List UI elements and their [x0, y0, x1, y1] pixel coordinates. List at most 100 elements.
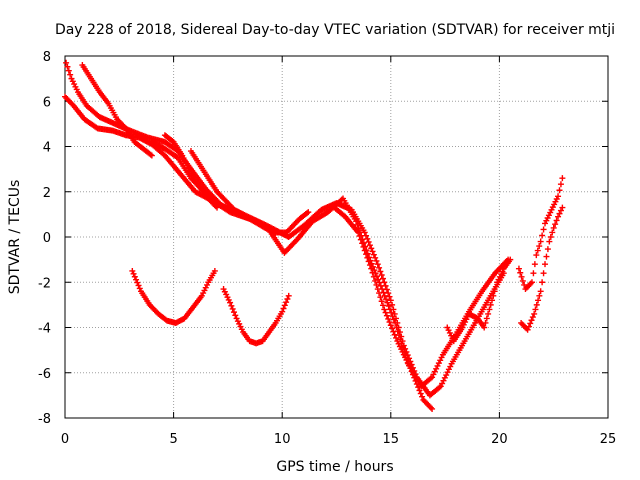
y-tick-label: 8: [43, 50, 51, 65]
data-point: [491, 288, 498, 295]
data-point: [384, 299, 391, 306]
data-point: [385, 303, 392, 310]
data-point: [376, 279, 383, 286]
data-point: [440, 377, 447, 384]
data-point: [532, 306, 539, 313]
data-point: [148, 152, 155, 159]
data-point: [354, 221, 361, 228]
data-point: [385, 315, 392, 322]
data-point: [528, 279, 535, 286]
data-point: [518, 273, 525, 280]
data-point: [528, 317, 535, 324]
data-point: [431, 368, 438, 375]
data-point: [390, 328, 397, 335]
data-point: [392, 319, 399, 326]
data-point: [378, 298, 385, 305]
data-point: [483, 315, 490, 322]
data-point: [360, 243, 367, 250]
data-point: [136, 285, 143, 292]
data-point: [353, 218, 360, 225]
data-point: [357, 236, 364, 243]
data-point: [429, 405, 436, 412]
data-point: [227, 299, 234, 306]
x-tick-label: 20: [491, 432, 508, 447]
series-track-7: [331, 204, 436, 412]
data-point: [427, 404, 434, 411]
y-tick-label: 2: [43, 186, 51, 201]
data-point: [559, 204, 566, 211]
data-point: [417, 390, 424, 397]
data-point: [407, 365, 414, 372]
data-point: [228, 302, 235, 309]
data-point: [537, 288, 544, 295]
data-point: [372, 277, 379, 284]
data-point: [434, 362, 441, 369]
data-point: [375, 276, 382, 283]
data-point: [534, 247, 541, 254]
data-point: [281, 302, 288, 309]
x-tick-label: 5: [169, 432, 177, 447]
data-point: [535, 297, 542, 304]
data-point: [369, 269, 376, 276]
data-point: [443, 372, 450, 379]
data-point: [372, 254, 379, 261]
data-point: [388, 309, 395, 316]
data-point: [379, 275, 386, 282]
data-point: [412, 377, 419, 384]
data-point: [529, 314, 536, 321]
data-point: [364, 254, 371, 261]
data-point: [361, 247, 368, 254]
data-point: [387, 297, 394, 304]
data-point: [435, 360, 442, 367]
data-point: [524, 326, 531, 333]
data-point: [547, 234, 554, 240]
data-point: [133, 276, 140, 283]
data-point: [134, 279, 141, 286]
data-point: [121, 124, 128, 131]
y-axis-label: SDTVAR / TECUs: [7, 180, 23, 295]
data-point: [305, 209, 312, 216]
data-point: [370, 251, 377, 258]
data-point: [441, 374, 448, 381]
data-point: [363, 251, 370, 258]
data-point: [481, 324, 488, 331]
data-point: [63, 59, 70, 66]
data-point: [546, 238, 553, 245]
data-point: [415, 384, 422, 391]
data-point: [543, 253, 550, 260]
chart-title: Day 228 of 2018, Sidereal Day-to-day VTE…: [55, 22, 615, 38]
data-point: [549, 229, 556, 236]
data-point: [284, 295, 291, 302]
data-point: [389, 301, 396, 308]
data-point: [437, 357, 444, 364]
data-point: [537, 238, 544, 245]
data-point: [374, 286, 381, 293]
data-point: [383, 312, 390, 319]
data-point: [386, 293, 393, 300]
y-tick-label: -2: [38, 276, 51, 291]
data-point: [492, 283, 499, 290]
data-point: [381, 292, 388, 299]
data-point: [393, 334, 400, 341]
data-point: [557, 181, 564, 188]
data-point: [283, 299, 290, 306]
data-point: [211, 267, 218, 274]
data-point: [536, 243, 543, 250]
data-point: [131, 273, 138, 280]
data-point: [377, 294, 384, 301]
data-point: [544, 246, 551, 253]
data-point: [389, 325, 396, 332]
data-point: [366, 262, 373, 269]
data-point: [368, 265, 375, 272]
data-point: [232, 312, 239, 319]
data-point: [536, 292, 543, 299]
data-point: [390, 316, 397, 323]
data-point: [389, 313, 396, 320]
data-point: [507, 256, 514, 263]
data-point: [383, 296, 390, 303]
series-track-1: [63, 59, 507, 399]
data-point: [550, 224, 557, 231]
data-point: [416, 387, 423, 394]
data-point: [556, 187, 563, 194]
data-point: [373, 257, 380, 264]
